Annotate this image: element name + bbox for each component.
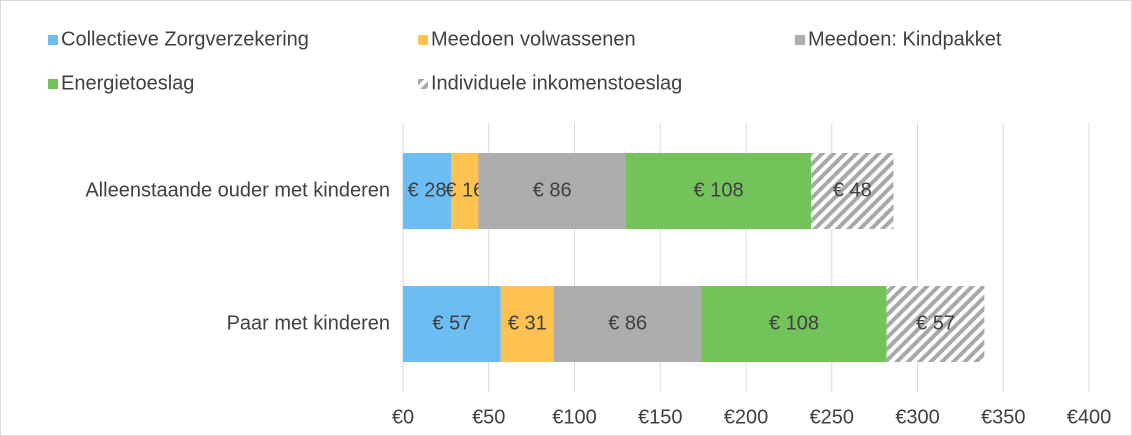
x-tick-label: €150 [638, 406, 683, 428]
legend-label: Collectieve Zorgverzekering [61, 28, 309, 50]
y-tick-label: Paar met kinderen [227, 312, 390, 334]
x-tick-label: €250 [810, 406, 855, 428]
data-label: € 108 [694, 179, 744, 201]
data-label: € 16 [445, 179, 484, 201]
y-tick-label: Alleenstaande ouder met kinderen [85, 179, 390, 201]
legend-swatch [48, 79, 58, 89]
legend-label: Meedoen volwassenen [431, 28, 636, 50]
data-label: € 86 [608, 312, 647, 334]
data-label: € 57 [432, 312, 471, 334]
bar-segment [886, 286, 985, 362]
x-tick-label: €50 [472, 406, 505, 428]
bar-segment [451, 153, 479, 229]
x-tick-label: €350 [981, 406, 1026, 428]
x-tick-label: €0 [392, 406, 414, 428]
x-tick-label: €400 [1067, 406, 1112, 428]
data-label: € 86 [533, 179, 572, 201]
bar-segment [403, 153, 452, 229]
legend-swatch [418, 79, 428, 89]
legend-swatch [795, 35, 805, 45]
legend-label: Meedoen: Kindpakket [808, 28, 1002, 50]
x-tick-label: €100 [552, 406, 597, 428]
x-tick-label: €300 [895, 406, 940, 428]
bar-segment [625, 153, 812, 229]
bar-segment [403, 286, 501, 362]
x-tick-label: €200 [724, 406, 769, 428]
legend-swatch [48, 35, 58, 45]
data-label: € 31 [508, 312, 547, 334]
data-label: € 28 [408, 179, 447, 201]
bar-segment [701, 286, 887, 362]
data-label: € 108 [769, 312, 819, 334]
legend-swatch [418, 35, 428, 45]
bar-segment [553, 286, 702, 362]
bar-segment [811, 153, 894, 229]
bar-segment [500, 286, 554, 362]
legend-label: Individuele inkomenstoeslag [431, 72, 682, 94]
bar-segment [478, 153, 626, 229]
legend-label: Energietoeslag [61, 72, 194, 94]
data-label: € 57 [916, 312, 955, 334]
data-label: € 48 [833, 179, 872, 201]
